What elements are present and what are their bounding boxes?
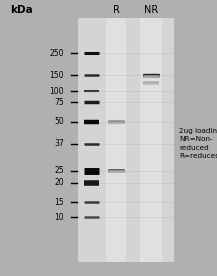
Text: kDa: kDa [10,5,33,15]
Text: NR: NR [144,6,158,15]
Text: 37: 37 [54,139,64,148]
Text: 25: 25 [54,166,64,175]
Text: 50: 50 [54,117,64,126]
Text: 75: 75 [54,98,64,107]
Bar [106,18,126,262]
Text: 100: 100 [49,87,64,96]
Text: 250: 250 [49,49,64,58]
Text: 2ug loading
NR=Non-
reduced
R=reduced: 2ug loading NR=Non- reduced R=reduced [179,128,217,159]
Text: 15: 15 [54,198,64,207]
Text: 150: 150 [49,71,64,80]
Bar [140,18,162,262]
Text: R: R [113,6,120,15]
Text: 10: 10 [54,213,64,222]
Text: 20: 20 [54,178,64,187]
Bar [78,18,174,262]
